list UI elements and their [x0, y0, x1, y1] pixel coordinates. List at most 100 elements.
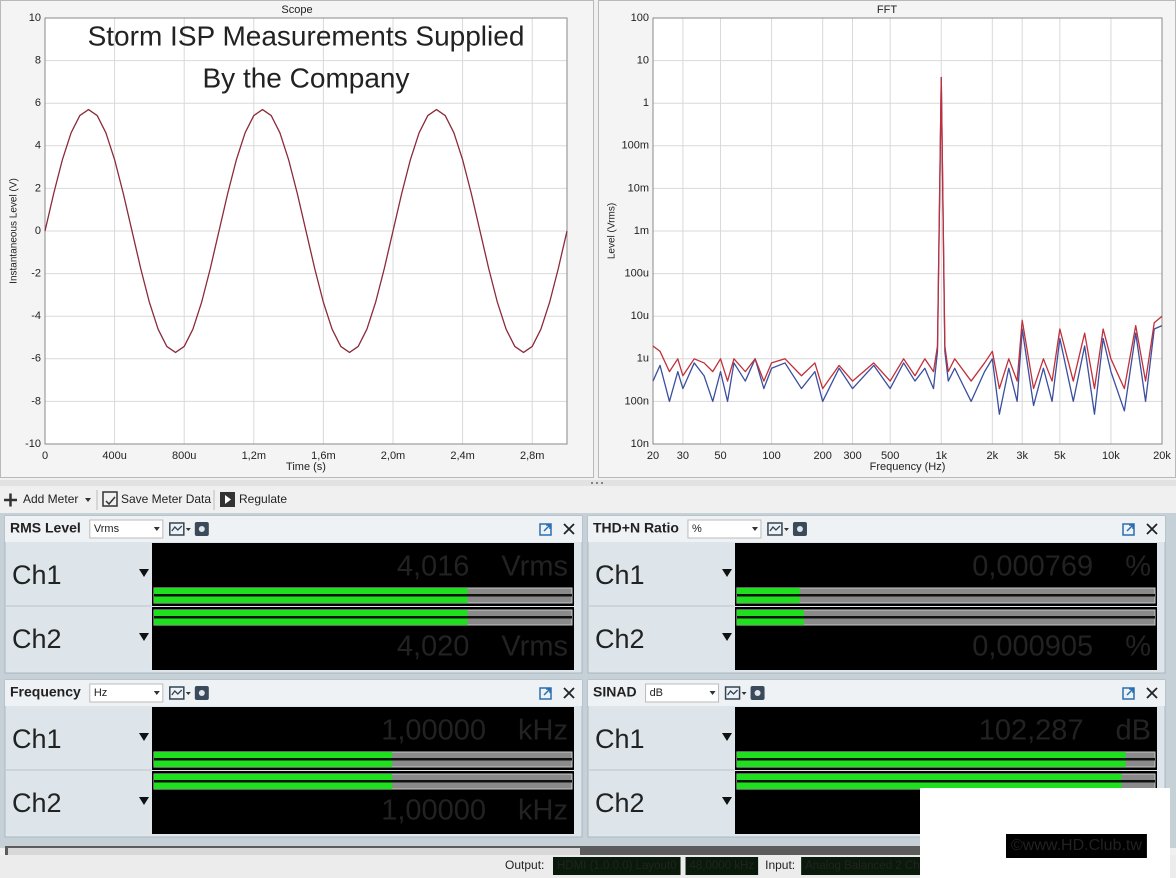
x-tick-label: 300 — [843, 450, 861, 462]
meter-stub — [5, 846, 1170, 856]
unit-select-value[interactable]: Vrms — [94, 523, 120, 535]
meter-title: RMS Level — [10, 520, 81, 536]
meter-value: 0,000769 — [972, 551, 1093, 583]
meter-unit: % — [1125, 631, 1151, 663]
channel-dropdown[interactable] — [722, 797, 732, 805]
close-icon[interactable] — [563, 687, 575, 699]
toolbar-items: Add Meter Save Meter Data Regulate — [4, 490, 287, 510]
y-tick-label: -4 — [31, 310, 41, 322]
y-tick-label: 10 — [637, 55, 649, 67]
splitter-bar[interactable] — [0, 480, 1176, 486]
close-icon[interactable] — [1146, 687, 1158, 699]
graph-icon-arrow — [783, 528, 789, 531]
x-tick-label: 2,8m — [520, 450, 544, 462]
y-axis-label: Instantaneous Level (V) — [9, 178, 20, 284]
select-arrow — [153, 691, 160, 695]
close-icon[interactable] — [1146, 523, 1158, 535]
x-tick-label: 0 — [42, 450, 48, 462]
popout-icon-arrow — [543, 524, 551, 532]
popout-icon[interactable] — [539, 687, 552, 700]
popout-icon-arrow — [1126, 524, 1134, 532]
data-line — [652, 76, 1163, 415]
meter-panel: SINAD dB Ch1 dB 102,287 Ch2 — [587, 679, 1166, 838]
graph-icon-line — [171, 525, 183, 532]
y-tick-label: -6 — [31, 353, 41, 365]
channel-dropdown[interactable] — [722, 733, 732, 741]
channel-dropdown[interactable] — [139, 569, 149, 577]
channel-name: Ch2 — [12, 624, 62, 654]
unit-select[interactable] — [687, 519, 762, 539]
meter-unit: kHz — [518, 715, 568, 747]
x-tick-label: 800u — [172, 450, 196, 462]
close-icon[interactable] — [563, 523, 575, 535]
channel-dropdown[interactable] — [722, 569, 732, 577]
popout-icon[interactable] — [1122, 523, 1135, 536]
unit-select-value[interactable]: % — [692, 523, 702, 535]
annotation: Storm ISP Measurements Supplied — [88, 20, 525, 51]
unit-select[interactable] — [89, 683, 164, 703]
graph-icon[interactable] — [767, 522, 783, 536]
save-meter-data-button[interactable]: Save Meter Data — [121, 492, 211, 506]
regulate-button[interactable]: Regulate — [239, 492, 287, 506]
graph-icon-line — [769, 525, 781, 532]
x-axis-label: Frequency (Hz) — [870, 461, 946, 473]
x-tick-label: 5k — [1054, 450, 1066, 462]
watermark-box — [1006, 834, 1147, 858]
popout-icon[interactable] — [1122, 687, 1135, 700]
chart-title: Scope — [281, 4, 312, 16]
meter-bar-divider — [154, 780, 572, 783]
y-tick-label: 1m — [634, 225, 649, 237]
channel-dropdown[interactable] — [139, 633, 149, 641]
channel-name: Ch1 — [12, 724, 62, 754]
x-tick-label: 1k — [935, 450, 947, 462]
select-arrow — [709, 691, 716, 695]
meter-panel: THD+N Ratio % Ch1 % 0,000769 Ch2 % 0,000905 — [587, 515, 1166, 674]
add-meter-button[interactable]: Add Meter — [23, 492, 78, 506]
channel-name: Ch1 — [595, 560, 645, 590]
y-tick-label: -2 — [31, 268, 41, 280]
data-line — [44, 108, 568, 354]
x-tick-label: 20 — [647, 450, 659, 462]
graph-icon[interactable] — [169, 522, 185, 536]
channel-dropdown[interactable] — [139, 797, 149, 805]
output-label: Output: — [505, 858, 544, 872]
dropdown-arrow — [85, 498, 91, 502]
splitter-dot — [596, 482, 598, 484]
channel-dropdown[interactable] — [722, 633, 732, 641]
chart-title: FFT — [877, 4, 897, 16]
unit-select-value[interactable]: Hz — [94, 687, 107, 699]
select-arrow — [751, 527, 758, 531]
select-arrow — [153, 527, 160, 531]
unit-select-value[interactable]: dB — [650, 687, 663, 699]
unit-select[interactable] — [89, 519, 164, 539]
channel-name: Ch1 — [595, 724, 645, 754]
meter-unit: % — [1125, 551, 1151, 583]
watermark-backdrop — [920, 788, 1170, 878]
settings-icon-hole — [198, 526, 205, 532]
meter-unit: Vrms — [501, 631, 568, 663]
channel-dropdown[interactable] — [139, 733, 149, 741]
x-axis-label: Time (s) — [286, 461, 326, 473]
x-tick-label: 500 — [881, 450, 899, 462]
y-tick-label: 10n — [631, 438, 649, 450]
x-tick-label: 100 — [762, 450, 780, 462]
y-tick-label: 8 — [35, 55, 41, 67]
regulate-icon-play — [225, 495, 231, 504]
chart: FFT 10n 100n 1u 10u 100u 1m 10m 100m 1 10 100 20 30 50… — [607, 4, 1172, 473]
meter-panel: Frequency Hz Ch1 kHz 1,00000 Ch2 kHz 1,00000 — [4, 679, 583, 838]
channel-name: Ch1 — [12, 560, 62, 590]
meter-value: 1,00000 — [381, 715, 486, 747]
y-tick-label: 10m — [628, 182, 649, 194]
graph-icon[interactable] — [724, 686, 741, 700]
graph-icon-line — [727, 689, 739, 696]
graph-icon-line — [171, 689, 183, 696]
meter-bar-divider — [737, 594, 1155, 597]
channel-name: Ch2 — [595, 624, 645, 654]
popout-icon[interactable] — [539, 523, 552, 536]
unit-select[interactable] — [645, 683, 720, 703]
meter-title: Frequency — [10, 684, 81, 700]
x-tick-label: 200 — [813, 450, 831, 462]
graph-icon[interactable] — [169, 686, 185, 700]
splitter[interactable] — [0, 480, 1176, 486]
